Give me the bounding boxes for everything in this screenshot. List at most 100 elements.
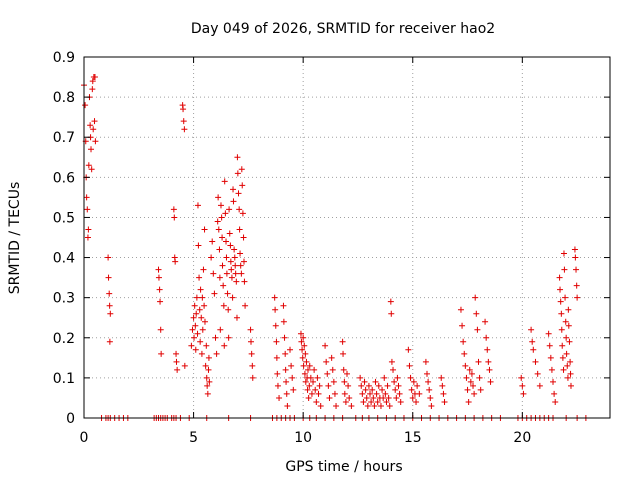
data-point — [381, 374, 388, 381]
data-point — [230, 186, 237, 193]
data-point — [231, 246, 238, 253]
y-axis-label: SRMTID / TECUs — [7, 182, 23, 295]
data-point — [107, 310, 114, 317]
data-point — [215, 194, 222, 201]
data-point — [518, 374, 525, 381]
data-point — [196, 306, 203, 313]
data-point — [236, 206, 243, 213]
data-point — [342, 398, 349, 405]
data-point — [83, 194, 90, 201]
data-point — [174, 366, 181, 373]
data-point — [223, 270, 230, 277]
data-point — [216, 274, 223, 281]
data-point — [214, 218, 221, 225]
data-point — [459, 322, 466, 329]
data-point — [106, 302, 113, 309]
data-point — [155, 266, 162, 273]
data-point — [238, 166, 245, 173]
data-point — [571, 246, 578, 253]
data-point — [193, 310, 200, 317]
data-point — [413, 398, 420, 405]
data-point — [233, 314, 240, 321]
data-point — [550, 378, 557, 385]
data-point — [191, 302, 198, 309]
data-point — [226, 206, 233, 213]
data-point — [304, 386, 311, 393]
data-point — [460, 338, 467, 345]
data-point — [223, 238, 230, 245]
data-point — [385, 394, 392, 401]
data-point — [228, 274, 235, 281]
data-point — [428, 402, 435, 409]
data-point — [422, 358, 429, 365]
data-point — [198, 350, 205, 357]
data-point — [249, 362, 256, 369]
data-point — [215, 226, 222, 233]
data-point — [564, 374, 571, 381]
data-point — [486, 366, 493, 373]
data-point — [470, 382, 477, 389]
x-tick-label: 20 — [513, 430, 531, 446]
data-point — [406, 362, 413, 369]
data-point — [396, 390, 403, 397]
data-point — [563, 334, 570, 341]
y-tick-label: 0.3 — [53, 291, 75, 307]
data-point — [390, 366, 397, 373]
data-point — [559, 342, 566, 349]
data-point — [331, 390, 338, 397]
data-point — [306, 382, 313, 389]
data-point — [211, 290, 218, 297]
data-point — [88, 166, 95, 173]
data-point — [564, 362, 571, 369]
y-tick-label: 0.8 — [53, 90, 75, 106]
y-tick-label: 0.2 — [53, 331, 75, 347]
data-point — [392, 386, 399, 393]
data-point — [461, 350, 468, 357]
data-point — [313, 398, 320, 405]
data-point — [551, 390, 558, 397]
data-point — [201, 226, 208, 233]
data-point — [372, 378, 379, 385]
data-point — [408, 386, 415, 393]
data-point — [457, 306, 464, 313]
data-point — [316, 382, 323, 389]
data-point — [206, 378, 213, 385]
data-point — [562, 294, 569, 301]
y-tick-label: 0.9 — [53, 50, 75, 66]
data-point — [198, 314, 205, 321]
data-point — [462, 362, 469, 369]
data-point — [194, 330, 201, 337]
y-tick-label: 0.7 — [53, 130, 75, 146]
data-point — [346, 394, 353, 401]
data-point — [314, 374, 321, 381]
data-point — [565, 322, 572, 329]
data-point — [557, 286, 564, 293]
data-point — [289, 374, 296, 381]
data-point — [384, 382, 391, 389]
data-point — [304, 366, 311, 373]
axis-ticks — [83, 56, 610, 419]
data-point — [520, 390, 527, 397]
data-point — [365, 382, 372, 389]
data-point — [394, 374, 401, 381]
data-point — [85, 162, 92, 169]
data-point — [306, 362, 313, 369]
data-point — [236, 226, 243, 233]
data-point — [170, 206, 177, 213]
data-point — [561, 266, 568, 273]
data-point — [440, 390, 447, 397]
data-point — [220, 282, 227, 289]
data-point — [190, 314, 197, 321]
data-point — [273, 354, 280, 361]
data-point — [282, 350, 289, 357]
plot-frame — [83, 56, 611, 419]
data-point — [407, 374, 414, 381]
data-point — [345, 382, 352, 389]
data-point — [157, 298, 164, 305]
data-point — [468, 370, 475, 377]
y-tick-label: 0.6 — [53, 170, 75, 186]
data-point — [280, 318, 287, 325]
data-point — [362, 386, 369, 393]
data-point — [282, 366, 289, 373]
